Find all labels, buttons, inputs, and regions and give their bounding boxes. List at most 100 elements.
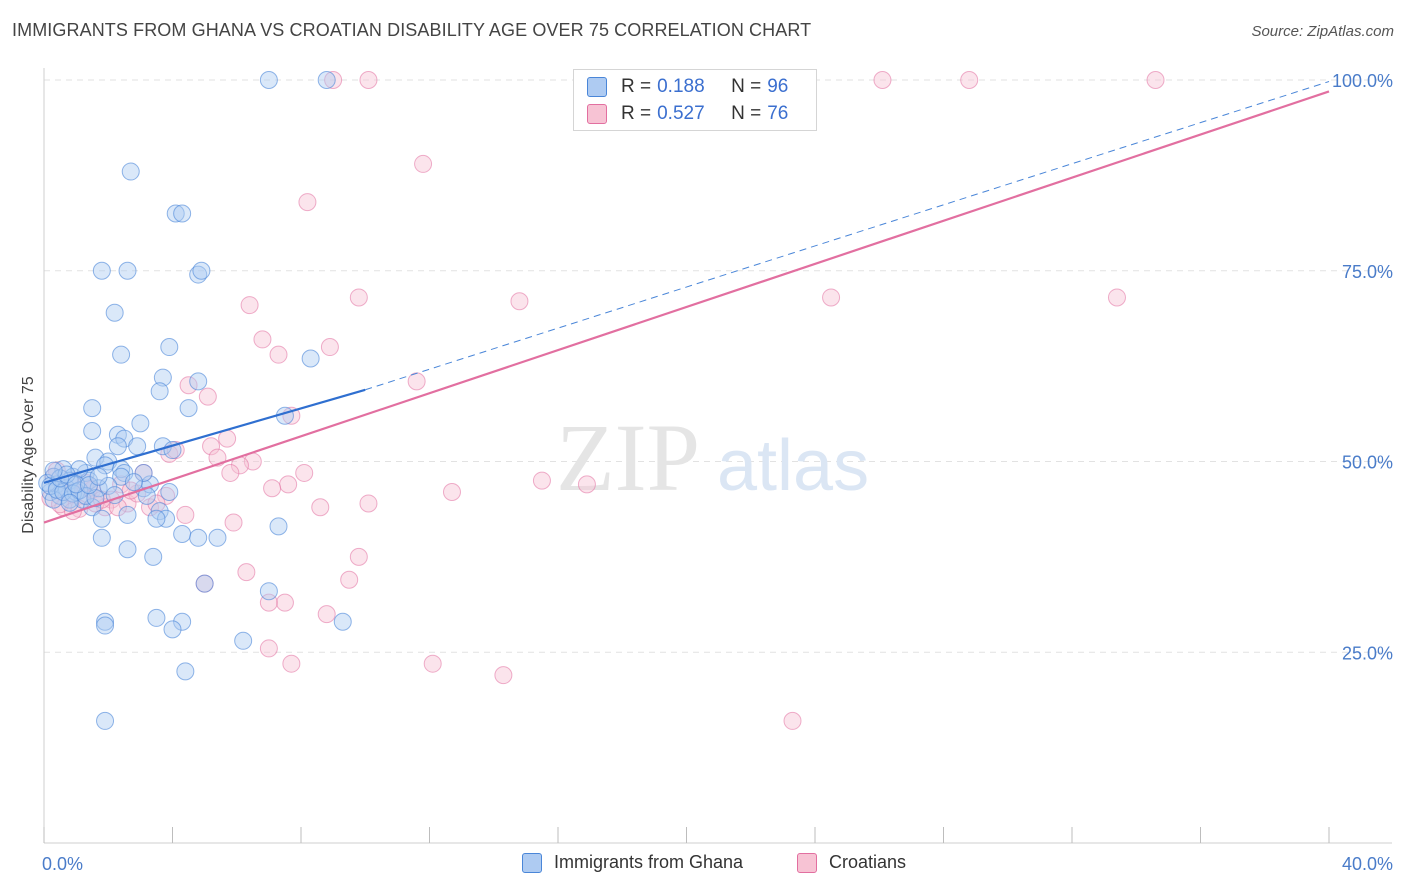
watermark-atlas: atlas	[717, 426, 869, 506]
ghana-point	[44, 461, 63, 480]
croatians-point	[269, 345, 288, 364]
legend-row-croatians: R = 0.527 N = 76	[587, 102, 788, 126]
croatians-point	[577, 475, 596, 494]
croatians-point	[510, 292, 529, 311]
y-tick-labels: 25.0% 50.0% 75.0% 100.0%	[1332, 71, 1393, 663]
ghana-point	[118, 505, 137, 524]
legend-swatch-blue	[587, 77, 607, 97]
ghana-point	[144, 547, 163, 566]
ghana-point	[60, 493, 79, 512]
legend-row-ghana: R = 0.188 N = 96	[587, 75, 788, 99]
croatians-point	[317, 605, 336, 624]
legend-r-value: 0.527	[657, 103, 705, 124]
legend-n-label: N =	[731, 103, 762, 124]
ghana-point	[92, 509, 111, 528]
croatians-point	[822, 288, 841, 307]
ghana-point	[118, 261, 137, 280]
croatians-point	[1146, 71, 1165, 89]
croatians-point	[407, 372, 426, 391]
croatians-trend-line	[43, 90, 1330, 524]
y-tick-label: 75.0%	[1342, 262, 1393, 282]
ghana-point	[157, 509, 176, 528]
croatians-point	[298, 193, 317, 212]
croatians-point	[1107, 288, 1126, 307]
ghana-point	[92, 261, 111, 280]
ghana-point	[163, 620, 182, 639]
ghana-point	[131, 414, 150, 433]
croatians-point	[324, 71, 343, 89]
y-tick-label: 100.0%	[1332, 71, 1393, 91]
bottom-legend-swatch-pink	[797, 852, 817, 873]
y-tick-label: 25.0%	[1342, 643, 1393, 663]
ghana-point	[89, 467, 108, 486]
ghana-point	[173, 204, 192, 223]
legend-r-label: R =	[621, 76, 652, 97]
croatians-point	[282, 654, 301, 673]
bottom-legend-label-ghana: Immigrants from Ghana	[554, 852, 744, 872]
legend-swatch-pink	[587, 104, 607, 124]
legend-r-label: R =	[621, 103, 652, 124]
croatians-point	[176, 505, 195, 524]
croatians-point	[873, 71, 892, 89]
ghana-point	[301, 349, 320, 368]
croatians-point	[349, 288, 368, 307]
croatians-point	[414, 154, 433, 173]
grid-lines	[44, 79, 1392, 653]
ghana-point	[259, 582, 278, 601]
ghana-trend-line	[43, 388, 366, 484]
ghana-point	[124, 473, 143, 492]
ghana-point	[134, 463, 153, 482]
ghana-point	[147, 509, 166, 528]
trend-lines	[43, 81, 1330, 524]
croatians-point	[359, 494, 378, 513]
ghana-point	[179, 399, 198, 418]
bottom-legend-label-croatians: Croatians	[829, 852, 907, 872]
ghana-point	[176, 662, 195, 681]
legend-n-value: 76	[767, 103, 789, 124]
croatians-point	[253, 330, 272, 349]
croatians-point	[295, 463, 314, 482]
ghana-point	[83, 421, 102, 440]
legend-n-label: N =	[731, 76, 762, 97]
ghana-point	[259, 71, 278, 89]
ghana-point	[234, 631, 253, 650]
croatians-point	[198, 387, 217, 406]
ghana-point	[96, 616, 115, 635]
ghana-point	[92, 528, 111, 547]
croatians-point	[259, 639, 278, 658]
watermark: ZIP atlas	[556, 404, 869, 511]
ghana-point	[333, 612, 352, 631]
ghana-point	[153, 368, 172, 387]
croatians-point	[221, 463, 240, 482]
axes	[43, 68, 1392, 844]
watermark-zip: ZIP	[556, 404, 700, 511]
bottom-legend-croatians: Croatians	[797, 852, 906, 873]
bottom-legend-ghana: Immigrants from Ghana	[522, 852, 743, 873]
ghana-point	[173, 524, 192, 543]
y-tick-label: 50.0%	[1342, 453, 1393, 473]
croatians-point	[311, 498, 330, 517]
croatians-point	[359, 71, 378, 89]
croatians-point	[960, 71, 979, 89]
chart-title: IMMIGRANTS FROM GHANA VS CROATIAN DISABI…	[12, 20, 812, 40]
croatians-point	[423, 654, 442, 673]
croatians-point	[237, 563, 256, 582]
ghana-point	[189, 528, 208, 547]
x-tick-label: 40.0%	[1342, 854, 1393, 874]
croatians-point	[320, 338, 339, 357]
croatians-point	[179, 376, 198, 395]
ghana-point	[195, 574, 214, 593]
ghana-point	[269, 517, 288, 536]
ghana-point	[166, 204, 185, 223]
ghana-point	[150, 382, 169, 401]
croatians-point	[275, 593, 294, 612]
croatians-point	[783, 711, 802, 730]
ghana-point	[189, 372, 208, 391]
croatians-point	[202, 437, 221, 456]
croatians-point	[532, 471, 551, 490]
ghana-point	[208, 528, 227, 547]
ghana-point	[121, 162, 140, 181]
source-label: Source: ZipAtlas.com	[1251, 23, 1394, 40]
x-tick-labels: 0.0% 40.0%	[42, 854, 1393, 874]
